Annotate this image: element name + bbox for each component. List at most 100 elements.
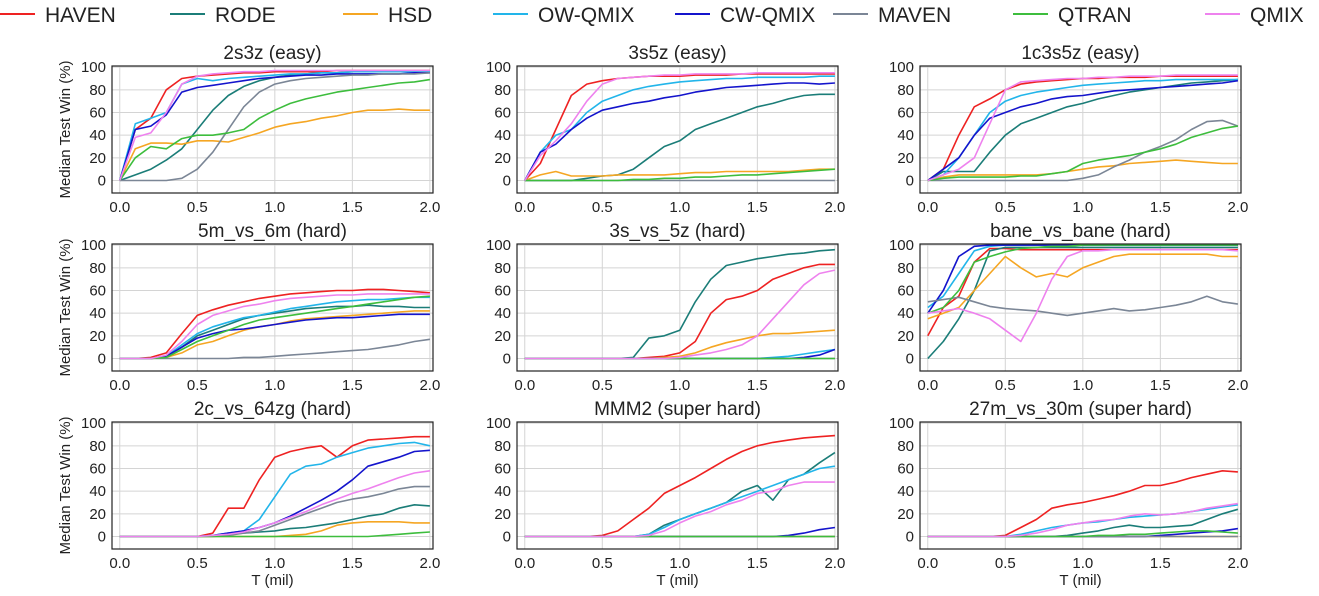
y-tick-label: 60: [494, 104, 511, 121]
legend-label: HAVEN: [45, 4, 116, 27]
x-tick-label: 0.5: [592, 555, 613, 572]
plot-frame: [111, 243, 434, 372]
x-tick-label: 1.5: [747, 377, 768, 394]
y-tick-label: 20: [897, 506, 914, 523]
plot-frame: [111, 421, 434, 550]
series-line-qmix: [927, 502, 1239, 538]
legend-label: OW-QMIX: [538, 4, 634, 27]
x-tick-label: 0.5: [995, 377, 1016, 394]
y-tick-label: 80: [89, 82, 106, 99]
y-tick-label: 60: [89, 460, 106, 477]
subplot: 0.0 0.5 1.0 1.5 2.0 0 20 40 60 80 100 2c_vs_64zg (h…: [57, 399, 440, 589]
series-line-rode: [927, 246, 1238, 360]
y-tick-label: 0: [503, 529, 511, 546]
x-tick-label: 0.5: [187, 199, 208, 216]
y-tick-label: 100: [81, 59, 106, 76]
subplot-title: 5m_vs_6m (hard): [198, 221, 347, 242]
plot-frame: [516, 65, 839, 194]
y-tick-label: 80: [897, 82, 914, 99]
x-tick-label: 1.5: [1150, 555, 1171, 572]
y-tick-label: 80: [89, 438, 106, 455]
series-line-maven: [927, 295, 1239, 317]
series-line-qtran: [119, 295, 430, 360]
y-tick-label: 100: [81, 237, 106, 254]
x-tick-label: 0.0: [917, 555, 938, 572]
y-tick-label: 40: [89, 127, 106, 144]
subplot: 0.0 0.5 1.0 1.5 2.0 0 20 40 60 80 100 MMM2 (super h…: [486, 399, 845, 589]
x-tick-label: 0.5: [592, 199, 613, 216]
y-tick-label: 40: [89, 305, 106, 322]
series-line-hsd: [927, 253, 1238, 320]
series-line-maven: [927, 119, 1239, 182]
y-tick-label: 80: [897, 260, 914, 277]
x-tick-label: 2.0: [419, 377, 440, 394]
x-axis-label: T (mil): [1059, 572, 1101, 589]
legend-label: HSD: [388, 4, 432, 27]
x-tick-label: 0.0: [109, 377, 130, 394]
x-tick-label: 1.0: [1072, 199, 1093, 216]
y-tick-label: 100: [81, 415, 106, 432]
x-tick-label: 1.0: [1072, 377, 1093, 394]
legend-item: QMIX: [1205, 4, 1304, 27]
y-tick-label: 40: [494, 127, 511, 144]
series-line-qmix: [927, 74, 1238, 182]
plot-frame: [111, 65, 434, 194]
legend-item: QTRAN: [1013, 4, 1132, 27]
y-tick-label: 40: [494, 305, 511, 322]
legend-label: CW-QMIX: [720, 4, 815, 27]
y-tick-label: 40: [897, 305, 914, 322]
series-line-ow-qmix: [524, 75, 835, 181]
plot-area: [112, 66, 433, 193]
y-tick-label: 20: [494, 506, 511, 523]
y-tick-label: 60: [494, 460, 511, 477]
x-tick-label: 1.0: [264, 377, 285, 394]
series-line-qmix: [927, 248, 1238, 343]
x-tick-label: 1.5: [342, 199, 363, 216]
subplot: 0.0 0.5 1.0 1.5 2.0 0 20 40 60 80 100 2s3z (easy) Me…: [57, 43, 440, 216]
legend-item: CW-QMIX: [675, 4, 815, 27]
series-line-cw-qmix: [927, 79, 1239, 182]
x-tick-label: 2.0: [824, 377, 845, 394]
y-tick-label: 60: [897, 460, 914, 477]
x-tick-label: 1.0: [264, 555, 285, 572]
x-tick-label: 2.0: [1227, 199, 1248, 216]
y-tick-label: 40: [897, 127, 914, 144]
series-line-qmix: [524, 481, 835, 538]
y-tick-label: 100: [486, 59, 511, 76]
series-line-qmix: [119, 470, 431, 538]
y-axis-label: Median Test Win (%): [57, 60, 74, 198]
x-tick-label: 1.5: [342, 377, 363, 394]
y-tick-label: 80: [897, 438, 914, 455]
y-tick-label: 0: [906, 351, 914, 368]
plot-area: [920, 244, 1241, 371]
y-tick-label: 80: [494, 438, 511, 455]
subplot: 0.0 0.5 1.0 1.5 2.0 0 20 40 60 80 100 27m_vs_30m (s…: [889, 399, 1248, 589]
plot-frame: [919, 421, 1242, 550]
y-tick-label: 20: [89, 150, 106, 167]
x-tick-label: 0.0: [109, 555, 130, 572]
plot-area: [920, 422, 1241, 549]
x-tick-label: 1.0: [669, 199, 690, 216]
series-line-ow-qmix: [927, 78, 1238, 182]
y-tick-label: 20: [89, 506, 106, 523]
y-tick-label: 60: [89, 104, 106, 121]
subplot-title: 27m_vs_30m (super hard): [969, 399, 1192, 420]
x-tick-label: 2.0: [1227, 377, 1248, 394]
plot-frame: [919, 65, 1242, 194]
y-tick-label: 80: [494, 82, 511, 99]
legend-label: RODE: [215, 4, 276, 27]
legend-label: QMIX: [1250, 4, 1304, 27]
plot-area: [517, 244, 838, 371]
y-axis-label: Median Test Win (%): [57, 238, 74, 376]
x-tick-label: 0.5: [592, 377, 613, 394]
plot-area: [112, 244, 433, 371]
y-tick-label: 100: [889, 237, 914, 254]
series-line-hsd: [524, 168, 835, 182]
series-line-haven: [119, 288, 430, 360]
subplot: 0.0 0.5 1.0 1.5 2.0 0 20 40 60 80 100 5m_vs_6m (har…: [57, 221, 440, 394]
x-tick-label: 0.0: [917, 199, 938, 216]
subplot-title: 1c3s5z (easy): [1021, 43, 1139, 64]
y-tick-label: 60: [897, 104, 914, 121]
y-tick-label: 20: [897, 150, 914, 167]
